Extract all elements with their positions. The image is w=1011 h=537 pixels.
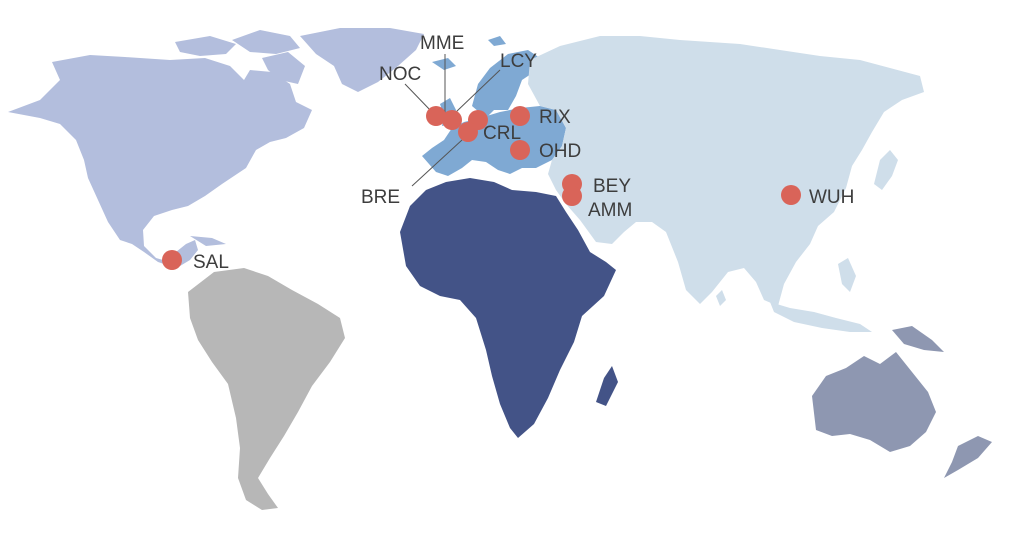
label-noc: NOC — [379, 64, 421, 85]
asia-region — [528, 36, 924, 332]
marker-ohd[interactable] — [510, 140, 530, 160]
marker-sal[interactable] — [162, 250, 182, 270]
leader-line-lcy — [455, 69, 501, 113]
japan-islands — [874, 150, 898, 190]
north-america-landmass — [8, 55, 312, 266]
sri-lanka-island — [716, 290, 726, 306]
greenland — [300, 28, 424, 92]
europe-region — [422, 36, 566, 176]
marker-rix[interactable] — [510, 106, 530, 126]
madagascar-island — [596, 366, 618, 406]
arctic-islands — [232, 30, 300, 54]
hudson-bay-islands — [175, 36, 236, 56]
south-america-region — [188, 268, 345, 510]
label-sal: SAL — [193, 252, 229, 273]
label-rix: RIX — [539, 107, 571, 128]
marker-amm[interactable] — [562, 186, 582, 206]
label-amm: AMM — [588, 200, 632, 221]
scandinavia — [472, 50, 540, 118]
south-america-landmass — [188, 268, 345, 510]
europe-mainland — [422, 106, 566, 176]
marker-wuh[interactable] — [781, 185, 801, 205]
new-zealand-islands — [944, 436, 992, 478]
label-bre: BRE — [361, 187, 400, 208]
label-ohd: OHD — [539, 141, 581, 162]
indonesia-islands — [770, 302, 872, 332]
africa-landmass — [400, 178, 616, 438]
leader-line-noc — [404, 83, 433, 113]
svalbard-island — [488, 36, 506, 46]
marker-mme[interactable] — [442, 110, 462, 130]
leader-line-bre — [411, 139, 463, 187]
airport-labels: MME LCY NOC RIX CRL OHD BRE BEY AMM WUH … — [193, 33, 854, 273]
label-leader-lines — [404, 54, 501, 187]
australia-landmass — [812, 352, 936, 452]
asia-landmass — [528, 36, 924, 306]
new-guinea-island — [892, 326, 944, 352]
marker-bre[interactable] — [458, 122, 478, 142]
philippines-islands — [838, 258, 856, 292]
africa-region — [400, 178, 618, 438]
label-crl: CRL — [483, 123, 521, 144]
baffin-island — [262, 52, 305, 84]
label-bey: BEY — [593, 176, 631, 197]
iceland-island — [432, 58, 456, 70]
label-lcy: LCY — [500, 51, 537, 72]
cuba-island — [190, 236, 226, 246]
north-america-region — [8, 28, 424, 266]
airport-markers — [162, 106, 801, 270]
label-mme: MME — [420, 33, 464, 54]
marker-noc[interactable] — [426, 106, 446, 126]
oceania-region — [812, 326, 992, 478]
label-wuh: WUH — [809, 187, 854, 208]
